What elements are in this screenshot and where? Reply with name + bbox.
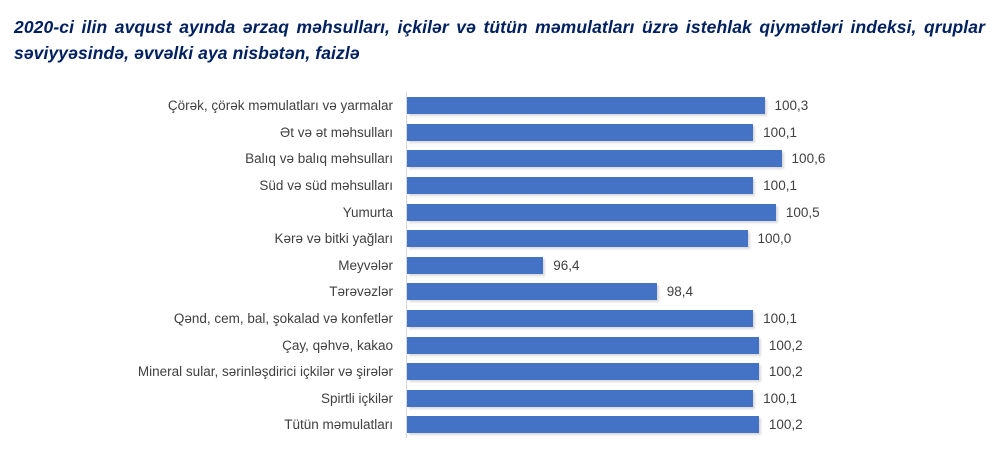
chart-row: Yumurta 100,5 bbox=[0, 198, 1000, 226]
plot-area: 100,1 bbox=[406, 119, 967, 146]
bar bbox=[407, 363, 759, 381]
value-label: 100,0 bbox=[757, 231, 792, 247]
plot-area: 100,2 bbox=[406, 331, 967, 359]
chart-row: Meyvələr 96,4 bbox=[0, 252, 1000, 279]
bar bbox=[407, 203, 776, 221]
plot-area: 100,5 bbox=[406, 198, 967, 226]
value-label: 98,4 bbox=[666, 284, 693, 300]
plot-area: 100,3 bbox=[406, 92, 967, 120]
category-label: Kərə və bitki yağları bbox=[274, 231, 393, 247]
category-label: Mineral sular, sərinləşdirici içkilər və… bbox=[137, 364, 393, 380]
chart-row: Süd və süd məhsulları 100,1 bbox=[0, 172, 1000, 199]
category-label: Qənd, cem, bal, şokalad və konfetlər bbox=[173, 310, 393, 326]
chart-row: Qənd, cem, bal, şokalad və konfetlər 100… bbox=[0, 305, 1000, 332]
plot-area: 100,1 bbox=[406, 384, 967, 412]
chart-title: 2020-ci ilin avqust ayında ərzaq məhsull… bbox=[14, 17, 985, 63]
category-label: Ət və ət məhsulları bbox=[280, 124, 393, 140]
value-label: 100,2 bbox=[768, 417, 803, 433]
plot-inner: 100,5 bbox=[407, 203, 861, 221]
value-label: 96,4 bbox=[553, 257, 580, 273]
category-label: Tərəvəzlər bbox=[329, 284, 393, 300]
plot-inner: 100,1 bbox=[407, 123, 861, 141]
chart-row: Balıq və balıq məhsulları 100,6 bbox=[0, 145, 1000, 173]
bar bbox=[407, 150, 782, 168]
plot-area: 98,4 bbox=[406, 278, 967, 306]
chart-row: Ət və ət məhsulları 100,1 bbox=[0, 119, 1000, 146]
plot-inner: 100,1 bbox=[407, 309, 861, 327]
plot-area: 96,4 bbox=[406, 252, 967, 279]
bar bbox=[407, 336, 759, 354]
chart-row: Tərəvəzlər 98,4 bbox=[0, 278, 1000, 306]
chart-row: Spirtli içkilər 100,1 bbox=[0, 384, 1000, 412]
value-label: 100,5 bbox=[785, 204, 820, 220]
category-label: Tütün məmulatları bbox=[284, 417, 393, 433]
value-label: 100,1 bbox=[763, 124, 797, 140]
plot-area: 100,2 bbox=[406, 358, 967, 385]
plot-area: 100,1 bbox=[406, 172, 967, 199]
value-label: 100,2 bbox=[768, 337, 803, 353]
value-label: 100,1 bbox=[763, 390, 797, 406]
bar bbox=[407, 283, 657, 301]
bar bbox=[407, 256, 544, 274]
category-label: Yumurta bbox=[342, 204, 393, 220]
category-label: Çay, qəhvə, kakao bbox=[282, 337, 393, 353]
bar bbox=[407, 230, 748, 248]
chart-row: Kərə və bitki yağları 100,0 bbox=[0, 225, 1000, 252]
plot-area: 100,2 bbox=[406, 411, 967, 439]
value-label: 100,1 bbox=[763, 310, 797, 326]
value-label: 100,3 bbox=[774, 98, 809, 114]
category-label: Süd və süd məhsulları bbox=[259, 178, 393, 194]
bar-rows: Çörək, çörək məmulatları və yarmalar 100… bbox=[0, 92, 1000, 439]
plot-inner: 96,4 bbox=[407, 256, 861, 274]
value-label: 100,2 bbox=[768, 364, 803, 380]
plot-inner: 100,2 bbox=[407, 336, 861, 354]
plot-inner: 100,0 bbox=[407, 230, 861, 248]
chart-row: Tütün məmulatları 100,2 bbox=[0, 411, 1000, 439]
bar bbox=[407, 389, 754, 407]
bar bbox=[407, 177, 754, 195]
bar-chart: Çörək, çörək məmulatları və yarmalar 100… bbox=[0, 92, 1000, 439]
chart-row: Çay, qəhvə, kakao 100,2 bbox=[0, 331, 1000, 359]
bar bbox=[407, 97, 765, 115]
category-label: Çörək, çörək məmulatları və yarmalar bbox=[167, 98, 393, 114]
category-label: Balıq və balıq məhsulları bbox=[245, 151, 393, 167]
plot-inner: 100,2 bbox=[407, 416, 861, 434]
plot-area: 100,1 bbox=[406, 305, 967, 332]
value-label: 100,6 bbox=[791, 151, 826, 167]
plot-area: 100,0 bbox=[406, 225, 967, 252]
bar bbox=[407, 309, 754, 327]
plot-inner: 98,4 bbox=[407, 283, 861, 301]
bar bbox=[407, 416, 759, 434]
category-label: Spirtli içkilər bbox=[320, 390, 393, 406]
value-label: 100,1 bbox=[763, 178, 797, 194]
plot-inner: 100,1 bbox=[407, 177, 861, 195]
plot-inner: 100,6 bbox=[407, 150, 861, 168]
plot-inner: 100,3 bbox=[407, 97, 861, 115]
plot-inner: 100,2 bbox=[407, 363, 861, 381]
category-label: Meyvələr bbox=[338, 257, 393, 273]
bar bbox=[407, 123, 754, 141]
chart-row: Mineral sular, sərinləşdirici içkilər və… bbox=[0, 358, 1000, 385]
chart-row: Çörək, çörək məmulatları və yarmalar 100… bbox=[0, 92, 1000, 120]
plot-inner: 100,1 bbox=[407, 389, 861, 407]
plot-area: 100,6 bbox=[406, 145, 967, 173]
